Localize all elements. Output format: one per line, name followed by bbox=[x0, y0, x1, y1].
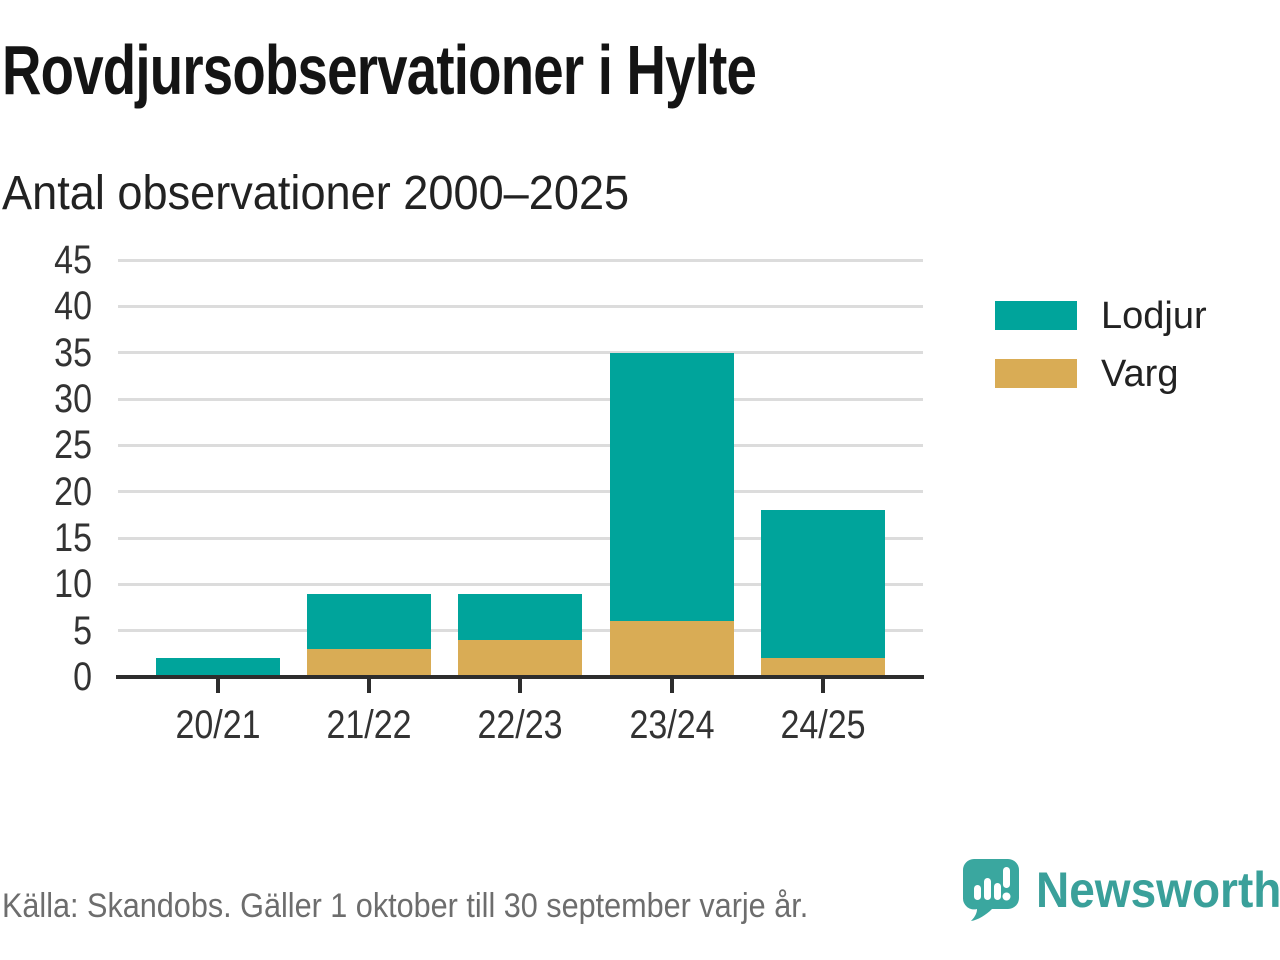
x-tick-label-23-24: 23/24 bbox=[629, 703, 715, 747]
y-tick-label-30: 30 bbox=[54, 377, 92, 421]
bar-lodjur-24-25 bbox=[760, 510, 885, 659]
newsworthy-logo-icon bbox=[962, 859, 1019, 921]
legend-label-lodjur: Lodjur bbox=[1101, 294, 1207, 337]
legend-swatch-varg bbox=[995, 359, 1077, 388]
bar-lodjur-21-22 bbox=[307, 593, 432, 650]
gridline-15 bbox=[118, 536, 923, 540]
y-tick-label-40: 40 bbox=[54, 284, 92, 329]
legend-swatch-lodjur bbox=[995, 301, 1077, 330]
x-tick-label-21-22: 21/22 bbox=[326, 703, 412, 747]
x-tick-20-21 bbox=[216, 679, 220, 693]
gridline-25 bbox=[118, 443, 923, 447]
legend-item-lodjur: Lodjur bbox=[995, 297, 1207, 335]
brand-name: Newsworthy bbox=[1036, 862, 1280, 918]
bar-varg-24-25 bbox=[760, 658, 885, 677]
chart-title: Rovdjursobservationer i Hylte bbox=[2, 31, 757, 109]
source-note: Källa: Skandobs. Gäller 1 oktober till 3… bbox=[2, 887, 809, 925]
x-tick-24-25 bbox=[820, 679, 825, 693]
x-axis-line bbox=[116, 675, 924, 679]
y-tick-label-35: 35 bbox=[54, 330, 92, 375]
newsworthy-brand: Newsworthy bbox=[962, 858, 1280, 922]
x-tick-label-22-23: 22/23 bbox=[477, 703, 563, 747]
legend: Lodjur Varg bbox=[995, 297, 1207, 417]
legend-label-varg: Varg bbox=[1101, 352, 1179, 395]
bar-lodjur-20-21 bbox=[156, 658, 280, 677]
y-tick-label-15: 15 bbox=[54, 516, 92, 560]
x-tick-label-20-21: 20/21 bbox=[175, 703, 261, 747]
x-tick-23-24 bbox=[669, 679, 674, 693]
gridline-20 bbox=[118, 490, 923, 494]
gridline-35 bbox=[118, 351, 923, 355]
gridline-45 bbox=[118, 258, 923, 262]
chart-subtitle: Antal observationer 2000–2025 bbox=[2, 167, 630, 220]
y-tick-label-20: 20 bbox=[54, 469, 92, 514]
bar-varg-21-22 bbox=[307, 649, 432, 677]
y-tick-label-25: 25 bbox=[54, 423, 92, 468]
bar-varg-22-23 bbox=[458, 639, 583, 677]
y-tick-label-5: 5 bbox=[73, 608, 92, 653]
bar-lodjur-23-24 bbox=[609, 352, 734, 622]
x-tick-label-24-25: 24/25 bbox=[780, 703, 866, 747]
gridline-40 bbox=[118, 304, 923, 308]
y-tick-label-0: 0 bbox=[73, 655, 92, 699]
legend-item-varg: Varg bbox=[995, 355, 1207, 393]
y-tick-label-45: 45 bbox=[54, 238, 92, 282]
x-tick-21-22 bbox=[367, 679, 372, 693]
y-tick-label-10: 10 bbox=[54, 562, 92, 607]
gridline-30 bbox=[118, 397, 923, 401]
bar-varg-23-24 bbox=[609, 621, 734, 677]
gridline-10 bbox=[118, 582, 923, 586]
x-tick-22-23 bbox=[518, 679, 523, 693]
bar-lodjur-22-23 bbox=[458, 593, 583, 640]
